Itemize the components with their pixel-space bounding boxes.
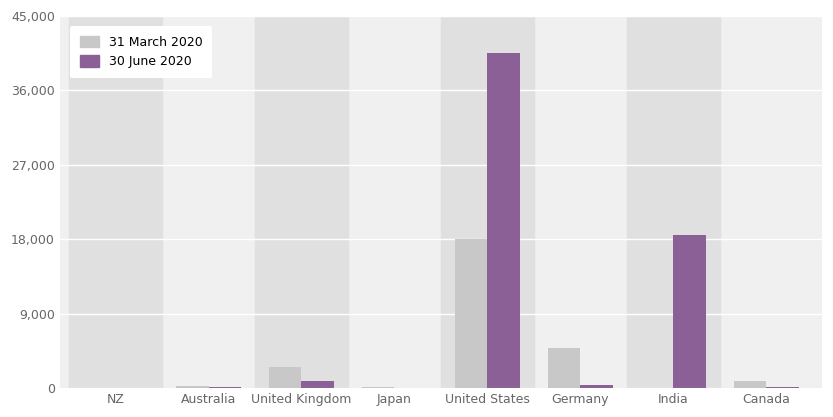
Bar bbox=[455, 239, 487, 388]
Bar bbox=[269, 367, 302, 388]
Bar bbox=[394, 387, 427, 388]
Bar bbox=[581, 385, 613, 388]
Bar bbox=[302, 382, 334, 388]
Bar bbox=[362, 387, 394, 388]
Bar bbox=[548, 348, 581, 388]
Bar bbox=[69, 16, 162, 388]
Bar bbox=[626, 16, 720, 388]
Bar bbox=[734, 381, 766, 388]
Bar bbox=[673, 235, 706, 388]
Bar bbox=[208, 387, 241, 388]
Bar bbox=[487, 53, 520, 388]
Bar bbox=[176, 386, 208, 388]
Bar bbox=[255, 16, 348, 388]
Bar bbox=[766, 387, 799, 388]
Legend: 31 March 2020, 30 June 2020: 31 March 2020, 30 June 2020 bbox=[70, 26, 212, 78]
Bar bbox=[441, 16, 534, 388]
